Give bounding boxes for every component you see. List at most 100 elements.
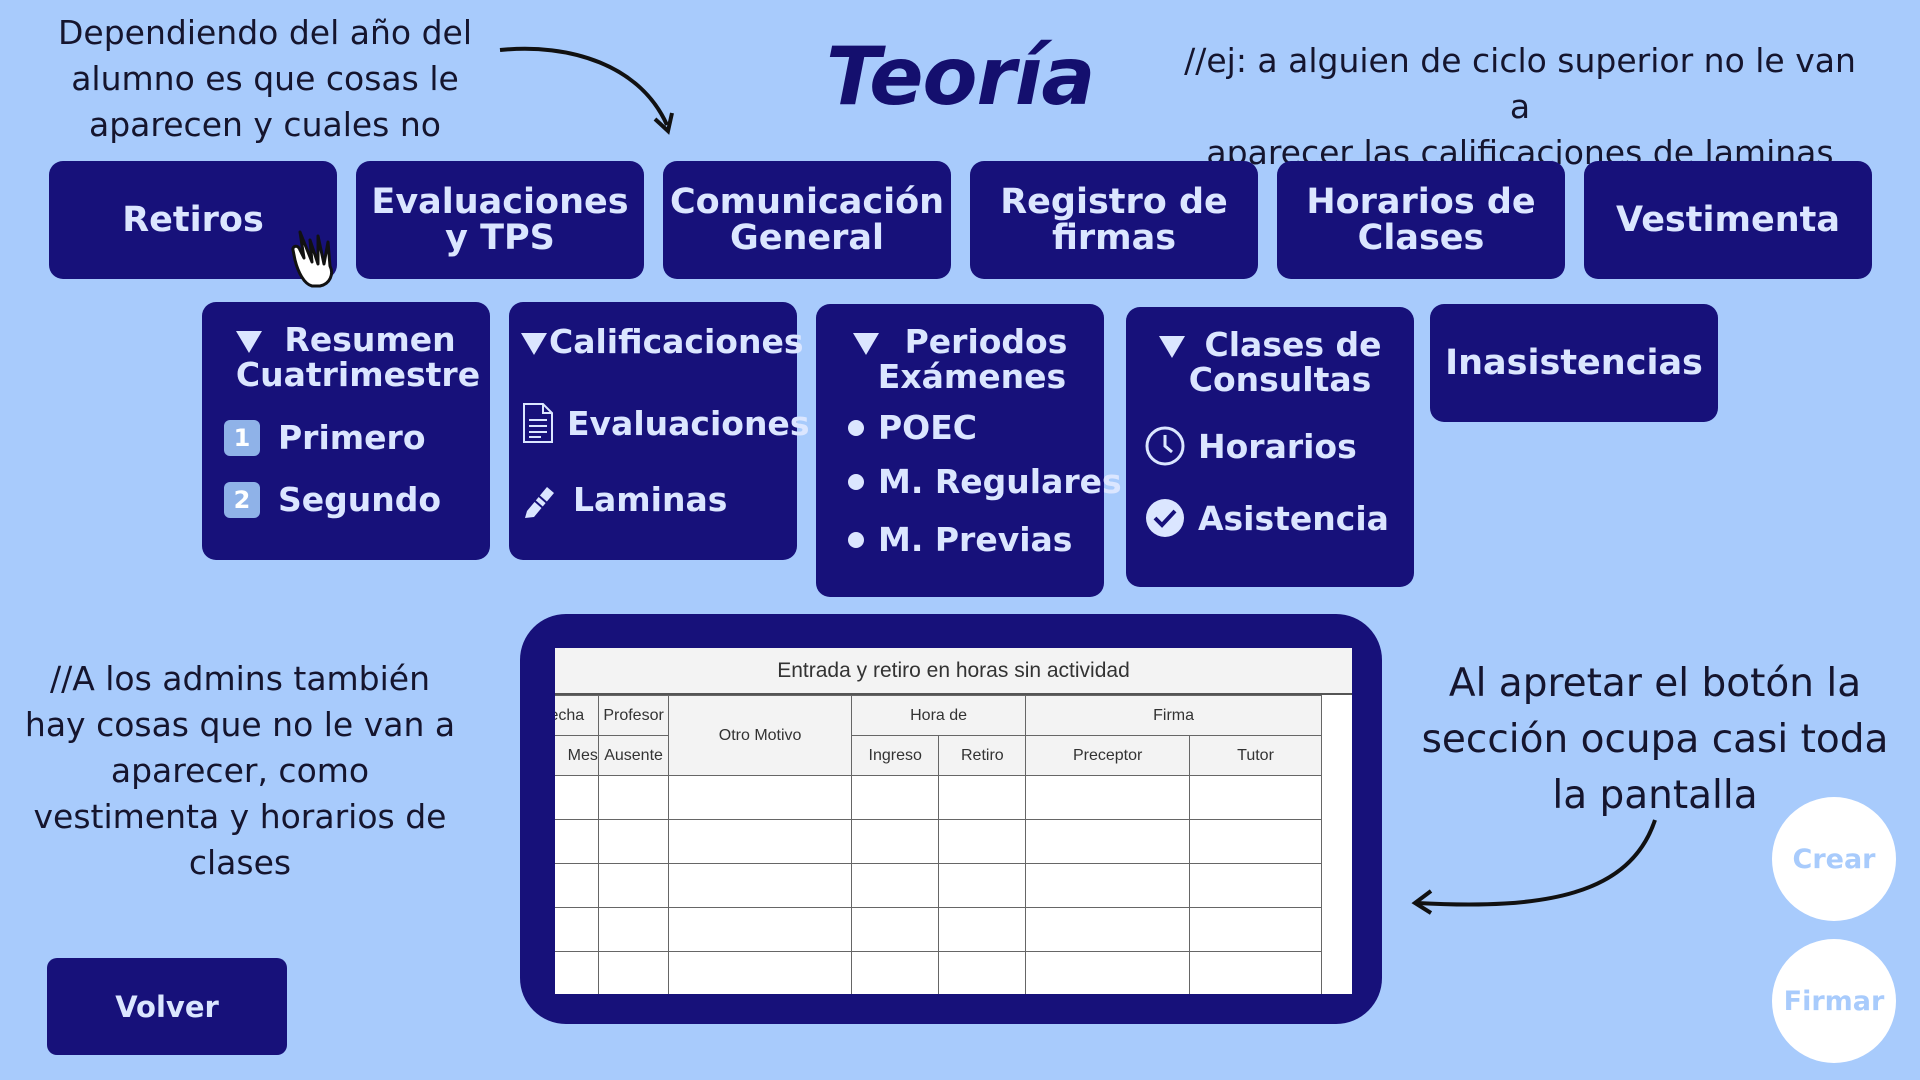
button-label: Firmar [1783,985,1885,1017]
note-line: Dependiendo del año del [58,13,472,52]
item-label: Horarios [1198,426,1357,466]
button-label: Crear [1792,843,1876,875]
document-icon [523,403,553,443]
header-otro-motivo: Otro Motivo [668,695,852,776]
crear-button[interactable]: Crear [1772,797,1896,921]
section-preview-sheet: Entrada y retiro en horas sin actividad … [555,648,1352,994]
button-label: Evaluaciones [371,182,629,222]
pencil-icon [525,486,554,518]
header-ausente: Ausente [597,735,670,776]
arrow-icon [499,46,674,135]
calificaciones-panel[interactable]: Calificaciones Evaluaciones Laminas [509,302,809,560]
note-line: la pantalla [1552,773,1758,818]
note-line: alumno es que cosas le [71,59,459,98]
note-line: clases [188,843,292,882]
note-line: //ej: a alguien de ciclo superior no le … [1184,41,1856,126]
item-label: Evaluaciones [567,403,810,443]
calificaciones-item-evaluaciones[interactable]: Evaluaciones [521,402,809,444]
item-label: Segundo [278,480,442,519]
panel-title: Cuatrimestre [235,355,481,394]
periodos-item-poec[interactable]: POEC [848,408,977,447]
button-label: Volver [115,989,219,1024]
note-line: vestimenta y horarios de [33,797,447,836]
header-fecha: Fecha [555,695,599,736]
panel-title: Periodos [904,322,1068,361]
panel-title: Resumen [284,320,456,359]
bullet-icon [848,531,864,548]
button-label: firmas [1051,218,1177,258]
note-line: hay cosas que no le van a [24,705,456,744]
comunicacion-general-button[interactable]: Comunicación General [663,161,951,279]
note-line: aparecen y cuales no [89,105,441,144]
hand-cursor-icon [291,230,334,288]
header-profesor: Profesor [597,695,670,736]
clock-icon [1145,426,1185,466]
arrow-icon [1411,819,1657,915]
sheet-title: Entrada y retiro en horas sin actividad [555,648,1352,695]
note-line: sección ocupa casi toda [1421,717,1889,762]
note-admins: //A los admins también hay cosas que no … [20,656,460,886]
note-year-dependency: Dependiendo del año del alumno es que co… [50,10,480,148]
registro-firmas-button[interactable]: Registro de firmas [970,161,1258,279]
header-hora-de: Hora de [850,695,1027,736]
header-preceptor: Preceptor [1025,735,1191,776]
consultas-item-horarios[interactable]: Horarios [1144,425,1357,467]
button-label: Registro de [1000,182,1228,222]
button-label: General [730,218,884,258]
retiros-button[interactable]: Retiros [49,161,337,279]
button-label: Horarios de [1306,182,1536,222]
page-title: Teoría [826,30,1095,123]
item-label: Laminas [573,480,728,519]
button-label: Inasistencias [1445,343,1703,383]
panel-title: Calificaciones [549,322,804,361]
inasistencias-button[interactable]: Inasistencias [1430,304,1718,422]
panel-title: Exámenes [877,357,1067,396]
number-2-icon: 2 [224,481,260,518]
number-1-icon: 1 [224,419,260,456]
button-label: y TPS [445,218,555,258]
item-label: Asistencia [1198,498,1389,538]
button-label: Clases [1357,218,1485,258]
periodos-item-previas[interactable]: M. Previas [848,520,1072,559]
calificaciones-item-laminas[interactable]: Laminas [521,480,727,519]
item-label: M. Previas [878,520,1073,559]
resumen-cuatrimestre-panel[interactable]: Resumen Cuatrimestre 1 Primero 2 Segundo [202,302,490,560]
item-label: M. Regulares [878,462,1122,501]
triangle-down-icon [1158,335,1185,358]
header-tutor: Tutor [1189,735,1322,776]
panel-title: Clases de [1204,325,1382,364]
periodos-item-regulares[interactable]: M. Regulares [848,462,1122,501]
header-retiro: Retiro [938,735,1027,776]
resumen-item-segundo[interactable]: 2 Segundo [224,480,441,519]
periodos-examenes-panel[interactable]: Periodos Exámenes POEC M. Regulares M. P… [816,304,1122,597]
triangle-down-icon [236,330,263,353]
bullet-icon [848,473,864,490]
item-label: Primero [278,418,426,457]
evaluaciones-tps-button[interactable]: Evaluaciones y TPS [356,161,644,279]
note-fullscreen: Al apretar el botón la sección ocupa cas… [1420,656,1890,824]
button-label: Retiros [122,200,264,240]
volver-button[interactable]: Volver [47,958,287,1055]
note-line: //A los admins también [49,659,431,698]
clases-consultas-panel[interactable]: Clases de Consultas Horarios Asistencia [1126,307,1414,587]
item-label: POEC [878,408,977,447]
resumen-item-primero[interactable]: 1 Primero [224,418,426,457]
bullet-icon [848,419,864,436]
sheet-table: Fecha Profesor Otro Motivo Hora de Firma… [555,695,1322,994]
button-label: Comunicación [669,182,945,222]
horarios-clases-button[interactable]: Horarios de Clases [1277,161,1565,279]
firmar-button[interactable]: Firmar [1772,939,1896,1063]
header-firma: Firma [1025,695,1322,736]
check-circle-icon [1146,499,1184,537]
triangle-down-icon [521,332,547,355]
header-mes: Mes [555,735,599,776]
consultas-item-asistencia[interactable]: Asistencia [1144,497,1389,539]
header-ingreso: Ingreso [850,735,940,776]
vestimenta-button[interactable]: Vestimenta [1584,161,1872,279]
note-line: aparecer, como [110,751,370,790]
note-example: //ej: a alguien de ciclo superior no le … [1170,38,1870,176]
note-line: Al apretar el botón la [1448,661,1862,706]
triangle-down-icon [852,332,879,355]
button-label: Vestimenta [1616,200,1840,240]
panel-title: Consultas [1188,360,1372,399]
